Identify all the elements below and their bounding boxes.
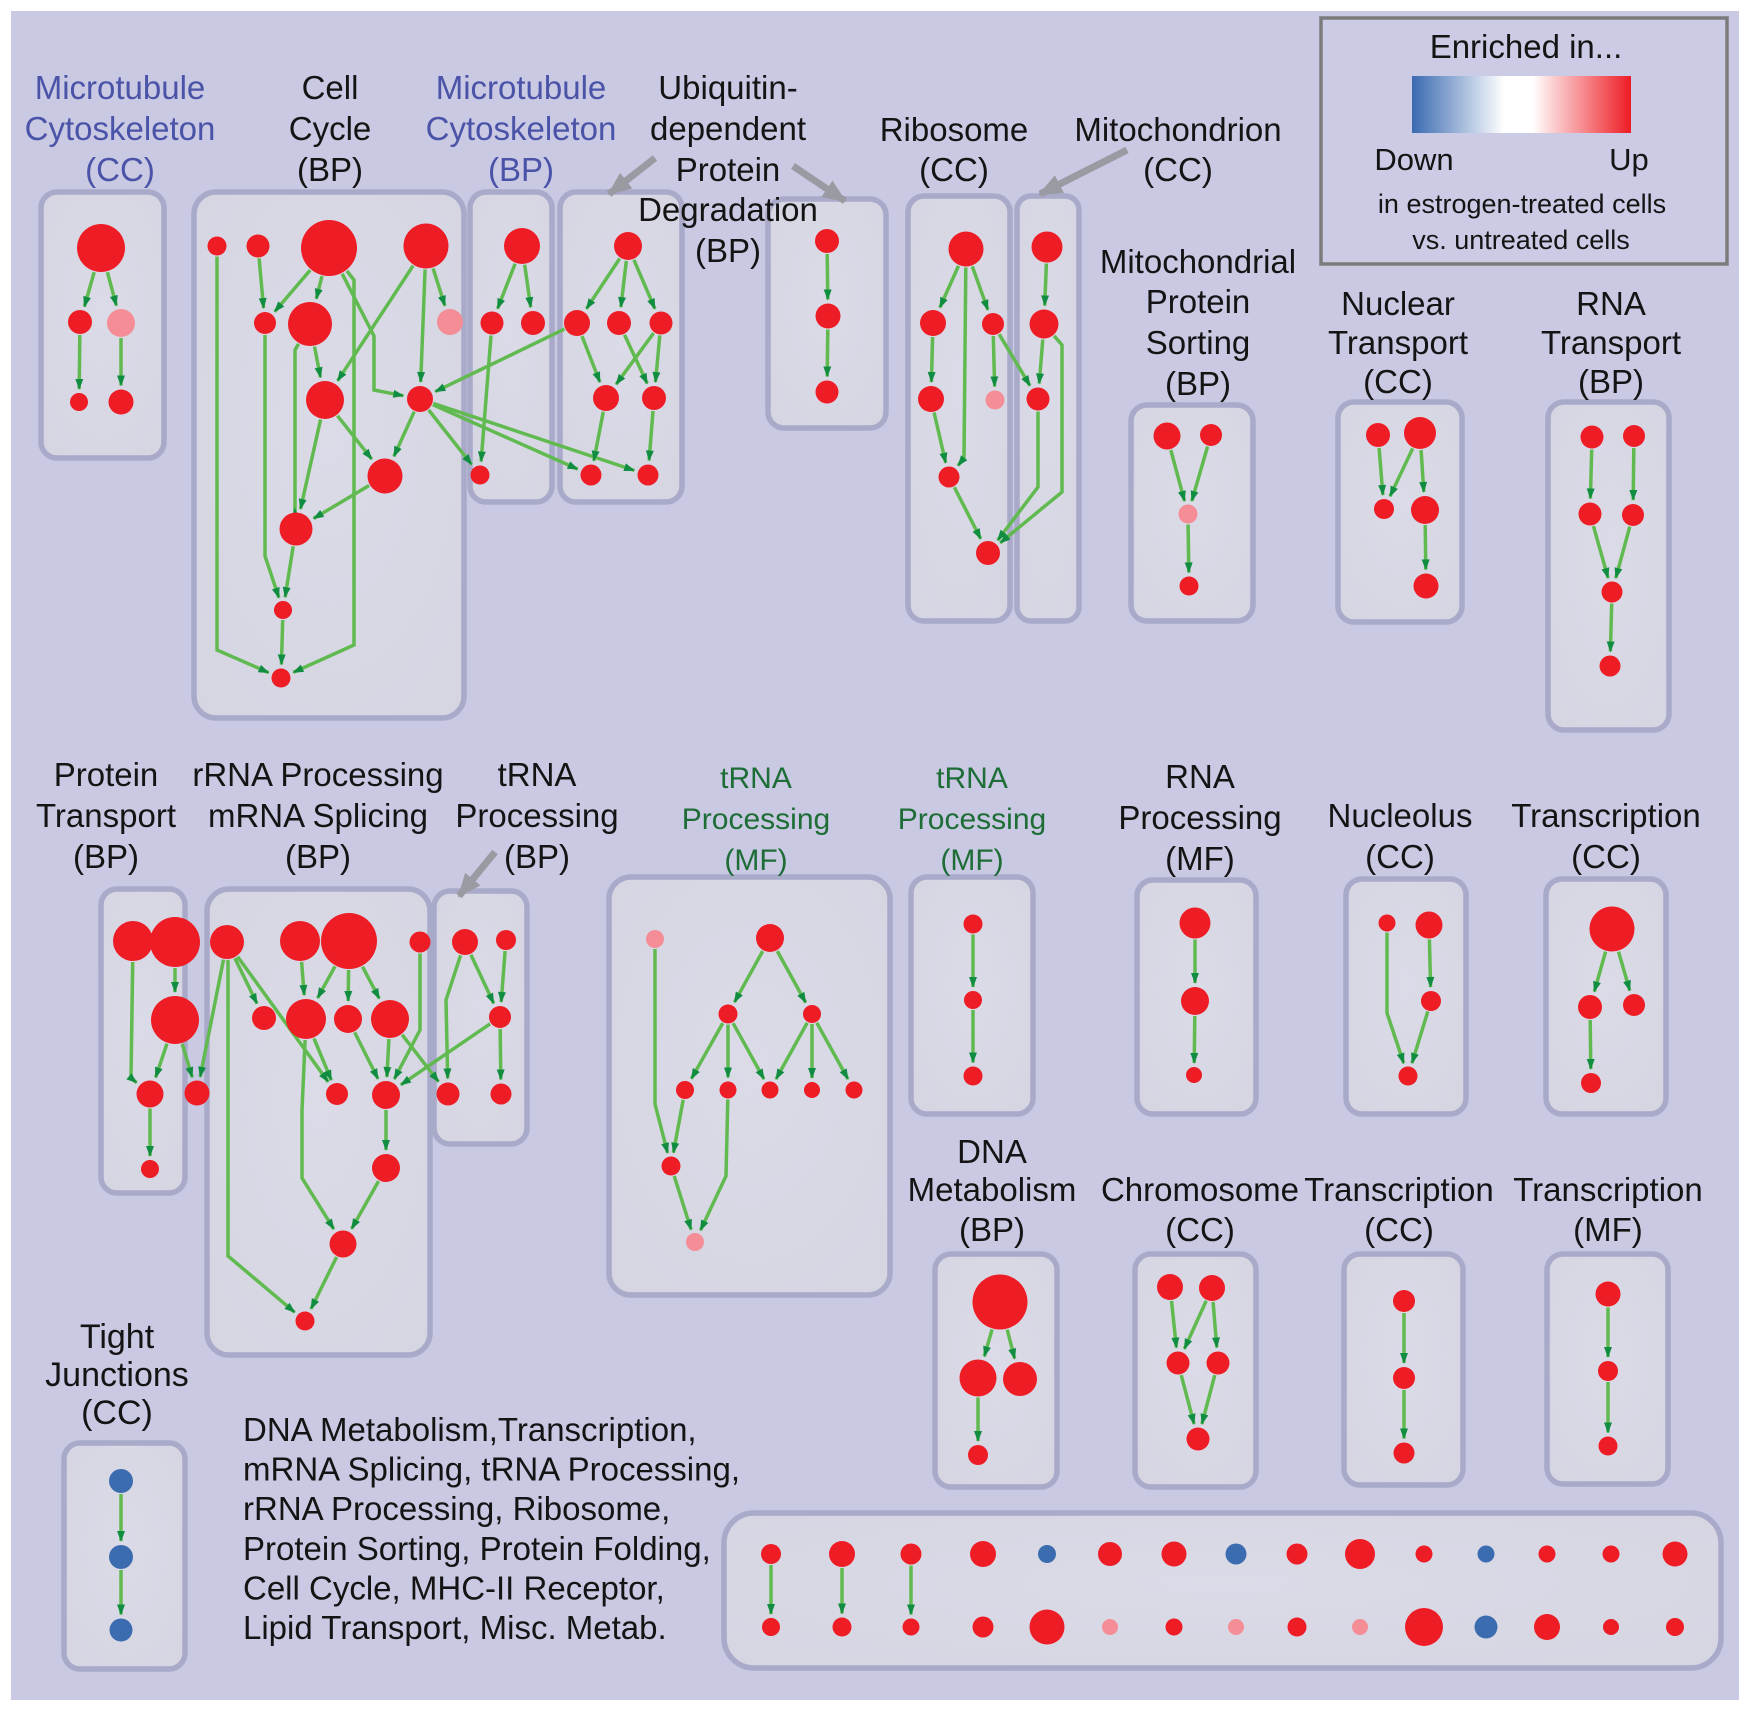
- svg-text:Junctions: Junctions: [45, 1356, 189, 1394]
- svg-text:(MF): (MF): [1573, 1211, 1643, 1248]
- svg-text:Microtubule: Microtubule: [436, 69, 607, 106]
- svg-text:Processing: Processing: [898, 803, 1046, 836]
- svg-text:Protein: Protein: [1146, 283, 1251, 320]
- svg-text:(BP): (BP): [297, 151, 363, 188]
- svg-text:tRNA: tRNA: [720, 762, 792, 795]
- svg-text:rRNA Processing, Ribosome,: rRNA Processing, Ribosome,: [243, 1490, 670, 1527]
- svg-text:Transport: Transport: [1541, 324, 1681, 361]
- svg-text:Cytoskeleton: Cytoskeleton: [426, 110, 617, 147]
- svg-text:Cytoskeleton: Cytoskeleton: [25, 110, 216, 147]
- svg-text:tRNA: tRNA: [498, 756, 577, 793]
- svg-text:(MF): (MF): [940, 844, 1003, 877]
- svg-text:Sorting: Sorting: [1146, 324, 1251, 361]
- svg-text:(CC): (CC): [1363, 363, 1433, 400]
- svg-text:Processing: Processing: [682, 803, 830, 836]
- svg-text:(BP): (BP): [504, 838, 570, 875]
- svg-text:(CC): (CC): [1365, 838, 1435, 875]
- svg-text:(CC): (CC): [81, 1394, 153, 1432]
- svg-text:tRNA: tRNA: [936, 762, 1008, 795]
- svg-text:Down: Down: [1374, 142, 1453, 177]
- svg-text:(MF): (MF): [724, 844, 787, 877]
- svg-text:dependent: dependent: [650, 110, 806, 147]
- svg-text:mRNA Splicing, tRNA Processing: mRNA Splicing, tRNA Processing,: [243, 1451, 740, 1488]
- svg-text:Processing: Processing: [455, 797, 618, 834]
- svg-text:Up: Up: [1609, 142, 1649, 177]
- svg-text:RNA: RNA: [1165, 758, 1235, 795]
- svg-text:Transcription: Transcription: [1513, 1171, 1703, 1208]
- svg-text:(CC): (CC): [1571, 838, 1641, 875]
- svg-text:Nucleolus: Nucleolus: [1328, 797, 1473, 834]
- svg-text:Protein: Protein: [676, 151, 781, 188]
- svg-text:Microtubule: Microtubule: [35, 69, 206, 106]
- svg-text:(CC): (CC): [85, 151, 155, 188]
- svg-text:Lipid Transport, Misc. Metab.: Lipid Transport, Misc. Metab.: [243, 1609, 667, 1646]
- svg-text:Transport: Transport: [36, 797, 176, 834]
- svg-text:(BP): (BP): [695, 232, 761, 269]
- svg-text:(BP): (BP): [488, 151, 554, 188]
- svg-text:(CC): (CC): [1143, 151, 1213, 188]
- svg-text:RNA: RNA: [1576, 285, 1646, 322]
- svg-text:Tight: Tight: [80, 1318, 155, 1356]
- svg-text:Cell: Cell: [302, 69, 359, 106]
- svg-text:(BP): (BP): [73, 838, 139, 875]
- svg-text:(CC): (CC): [1364, 1211, 1434, 1248]
- svg-text:Transcription: Transcription: [1511, 797, 1701, 834]
- svg-text:(BP): (BP): [1165, 365, 1231, 402]
- svg-text:mRNA Splicing: mRNA Splicing: [208, 797, 428, 834]
- svg-text:(CC): (CC): [1165, 1211, 1235, 1248]
- svg-text:Mitochondrial: Mitochondrial: [1100, 243, 1296, 280]
- svg-text:Transcription: Transcription: [1304, 1171, 1494, 1208]
- svg-text:Cycle: Cycle: [289, 110, 372, 147]
- svg-text:(BP): (BP): [285, 838, 351, 875]
- svg-text:rRNA Processing: rRNA Processing: [192, 756, 443, 793]
- svg-text:(MF): (MF): [1165, 840, 1235, 877]
- svg-text:DNA Metabolism,Transcription,: DNA Metabolism,Transcription,: [243, 1411, 697, 1448]
- svg-text:(BP): (BP): [959, 1211, 1025, 1248]
- svg-text:Ubiquitin-: Ubiquitin-: [658, 69, 797, 106]
- svg-text:Metabolism: Metabolism: [908, 1171, 1077, 1208]
- svg-text:Mitochondrion: Mitochondrion: [1074, 111, 1281, 148]
- svg-text:in estrogen-treated cells: in estrogen-treated cells: [1378, 189, 1666, 219]
- svg-text:Protein: Protein: [54, 756, 159, 793]
- svg-text:DNA: DNA: [957, 1133, 1027, 1170]
- svg-text:Protein Sorting, Protein Foldi: Protein Sorting, Protein Folding,: [243, 1530, 711, 1567]
- svg-text:(BP): (BP): [1578, 363, 1644, 400]
- svg-text:(CC): (CC): [919, 151, 989, 188]
- svg-text:vs. untreated cells: vs. untreated cells: [1412, 225, 1630, 255]
- svg-text:Degradation: Degradation: [638, 191, 818, 228]
- svg-text:Transport: Transport: [1328, 324, 1468, 361]
- svg-text:Cell Cycle, MHC-II Receptor,: Cell Cycle, MHC-II Receptor,: [243, 1569, 665, 1606]
- svg-text:Nuclear: Nuclear: [1341, 285, 1455, 322]
- svg-text:Chromosome: Chromosome: [1101, 1171, 1299, 1208]
- svg-text:Ribosome: Ribosome: [880, 111, 1029, 148]
- svg-text:Enriched in...: Enriched in...: [1430, 28, 1623, 65]
- svg-text:Processing: Processing: [1118, 799, 1281, 836]
